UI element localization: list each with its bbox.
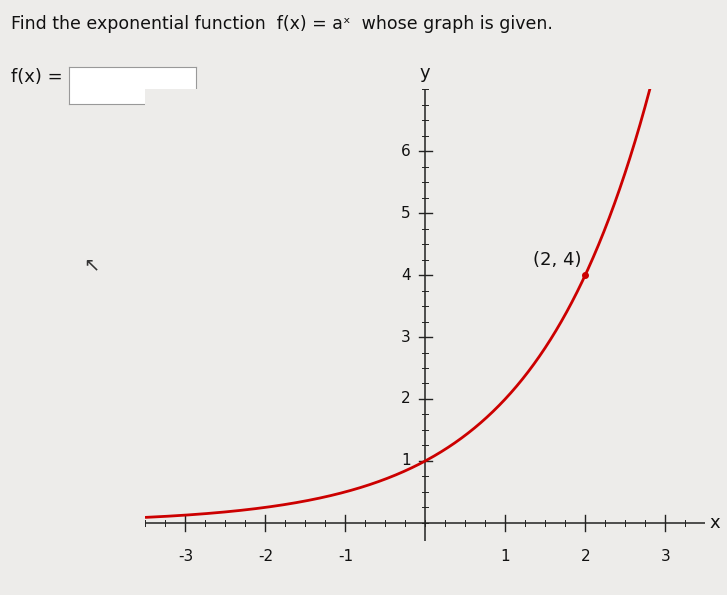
Text: x: x — [709, 514, 720, 532]
Text: 2: 2 — [401, 392, 411, 406]
Text: f(x) =: f(x) = — [11, 68, 63, 86]
Text: Find the exponential function  f(x) = aˣ  whose graph is given.: Find the exponential function f(x) = aˣ … — [11, 15, 553, 33]
Text: 3: 3 — [660, 549, 670, 564]
Text: (2, 4): (2, 4) — [534, 251, 582, 269]
Text: 6: 6 — [401, 144, 411, 159]
Text: 1: 1 — [500, 549, 510, 564]
Text: -3: -3 — [178, 549, 193, 564]
Text: 2: 2 — [580, 549, 590, 564]
Text: 1: 1 — [401, 453, 411, 468]
Text: 5: 5 — [401, 206, 411, 221]
Text: 4: 4 — [401, 268, 411, 283]
Text: -2: -2 — [258, 549, 273, 564]
Text: 3: 3 — [401, 330, 411, 345]
Text: y: y — [420, 64, 430, 82]
Text: -1: -1 — [338, 549, 353, 564]
Text: ↖: ↖ — [84, 256, 100, 275]
